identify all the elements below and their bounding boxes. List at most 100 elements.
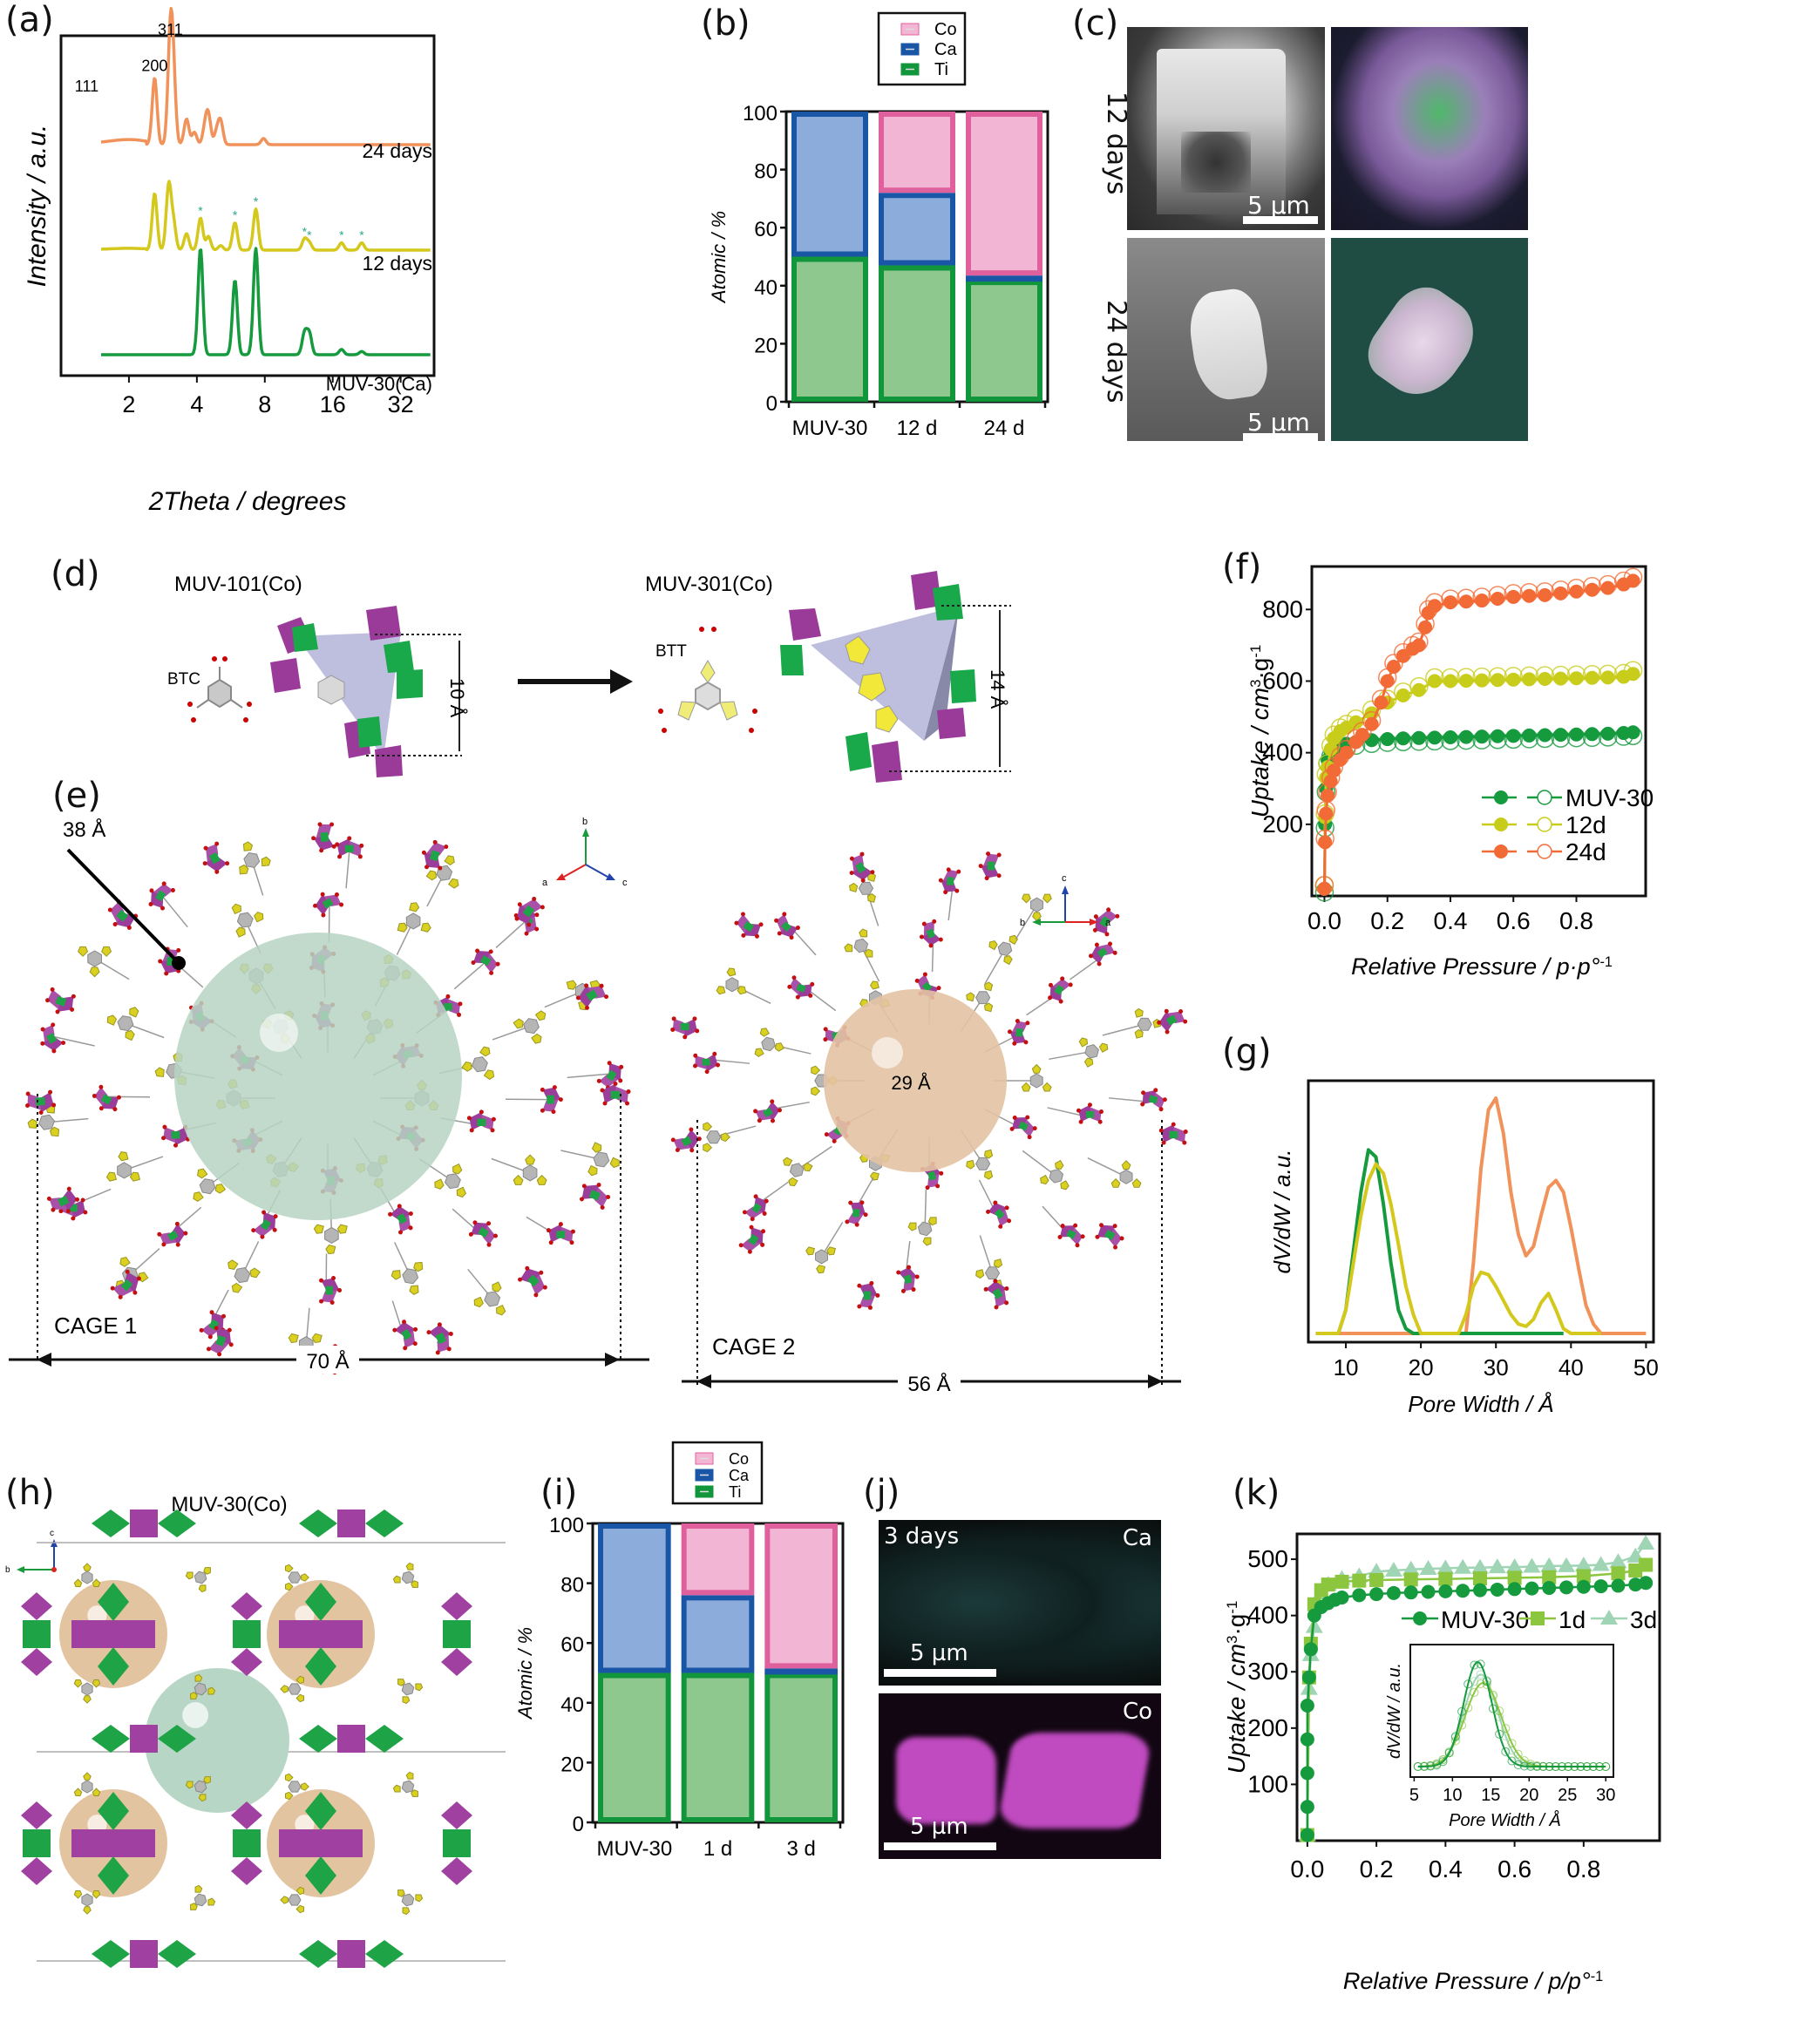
benzene-ring [236,912,254,928]
data-point [1609,1553,1627,1569]
polyhedron [305,1583,336,1621]
thiophene-ring [864,948,873,958]
thiophene-ring [420,922,431,933]
btt-linker [805,1246,837,1274]
metal-cluster [734,912,764,939]
oxygen-atom [1092,927,1097,933]
data-point [1436,1559,1455,1575]
oxygen-atom [1165,1029,1170,1035]
oxygen-atom [580,1197,585,1202]
oxygen-atom [199,1327,204,1333]
adsorption-point [1538,728,1552,743]
co-polyhedron [703,1054,718,1072]
inset-data-point [1450,1732,1460,1741]
metal-cluster [157,1221,188,1247]
oxygen-atom [584,983,589,988]
oxygen-atom [525,1265,530,1271]
oxygen-atom [524,931,529,936]
oxygen-atom [919,934,924,940]
y-tick-label: 100 [743,102,778,126]
thiophene-ring [397,1889,405,1897]
data-point [1472,1583,1487,1598]
oxygen-atom [823,1027,828,1032]
ti-polyhedron [527,1274,540,1287]
adsorption-point [1443,595,1457,610]
ti-polyhedron [171,1131,180,1139]
thiophene-ring [434,1178,445,1190]
co-polyhedron [755,1109,772,1121]
oxygen-atom [692,1016,697,1021]
polyhedron [441,1801,472,1829]
benzene-ring [975,1157,991,1170]
oxygen-atom [273,1214,278,1219]
btt-linker-label: BTT [655,642,687,661]
oxygen-atom [770,1099,775,1104]
thiophene-ring [1003,954,1013,966]
data-point [1507,1571,1522,1585]
oxygen-atom [738,1243,744,1248]
bar-segment-co [681,1523,755,1596]
series-24d [1314,567,1643,896]
adsorption-point [1600,670,1615,685]
oxygen-atom [607,1061,612,1066]
thiophene-ring [483,1069,495,1081]
eds-time-label: 3 days [884,1523,960,1550]
thiophene-ring [788,1177,798,1187]
ti-polyhedron [863,1291,872,1300]
n2-isotherm-chart-k: 0.0 0.2 0.4 0.6 0.8 100 200 300 400 500 Uptake / c… [1223,1532,1661,1994]
data-point [1321,1577,1335,1592]
data-point [1576,1569,1591,1584]
thiophene-ring [1121,1160,1131,1170]
thiophene-ring [194,1884,203,1893]
y-tick-label: 60 [560,1633,584,1657]
metal-cluster [335,836,364,859]
framework-bond [567,1073,609,1079]
oxygen-atom [599,983,604,988]
thiophene-ring [301,1782,309,1791]
y-tick-label: 400 [1247,1602,1288,1629]
y-axis-label: Atomic / % [708,211,730,304]
thiophene-ring [805,1246,816,1256]
polyhedron [231,1857,262,1885]
xrd-trace-24-days [100,7,431,146]
oxygen-atom [472,1220,478,1225]
oxygen-atom [458,1001,463,1007]
benzene-ring [815,1249,828,1265]
legend-label-co: Co [729,1450,749,1468]
metal-cluster [670,1127,702,1153]
oxygen-atom [251,1228,256,1233]
peak-marker-asterisk: * [307,228,312,242]
inset-data-point [1495,1706,1504,1716]
oxygen-atom [998,1224,1003,1229]
inset-x-tick-label: 20 [1519,1786,1538,1805]
inset-data-point [1470,1677,1479,1686]
oxygen-atom [107,907,112,912]
oxygen-atom [261,1210,267,1215]
benzene-ring [38,1114,56,1130]
thiophene-ring [190,1903,198,1910]
oxygen-atom [925,1185,930,1191]
thiophene-ring [849,882,859,892]
oxygen-atom [618,1078,623,1083]
oxygen-atom [954,888,960,893]
ti-polyhedron [588,1190,601,1201]
thiophene-ring [513,1018,524,1029]
polyhedron [98,1583,129,1621]
adsorption-point [1491,729,1505,743]
oxygen-atom [337,854,343,859]
inset-y-axis-label: dV/dW / a.u. [1385,1663,1404,1759]
oxygen-atom [161,881,166,886]
ti-polyhedron [1015,1028,1023,1037]
co-polyhedron [279,1620,363,1648]
co-polyhedron [776,913,789,933]
btt-linker [73,1772,101,1796]
oxygen-atom [110,1286,115,1291]
oxygen-atom [526,922,532,927]
thiophene-ring [966,1159,975,1170]
xrd-trace-12-days [100,180,431,252]
data-point [1301,1670,1316,1685]
co-polyhedron [47,989,62,1010]
btt-linker [907,1217,937,1246]
oxygen-atom [217,1352,222,1357]
